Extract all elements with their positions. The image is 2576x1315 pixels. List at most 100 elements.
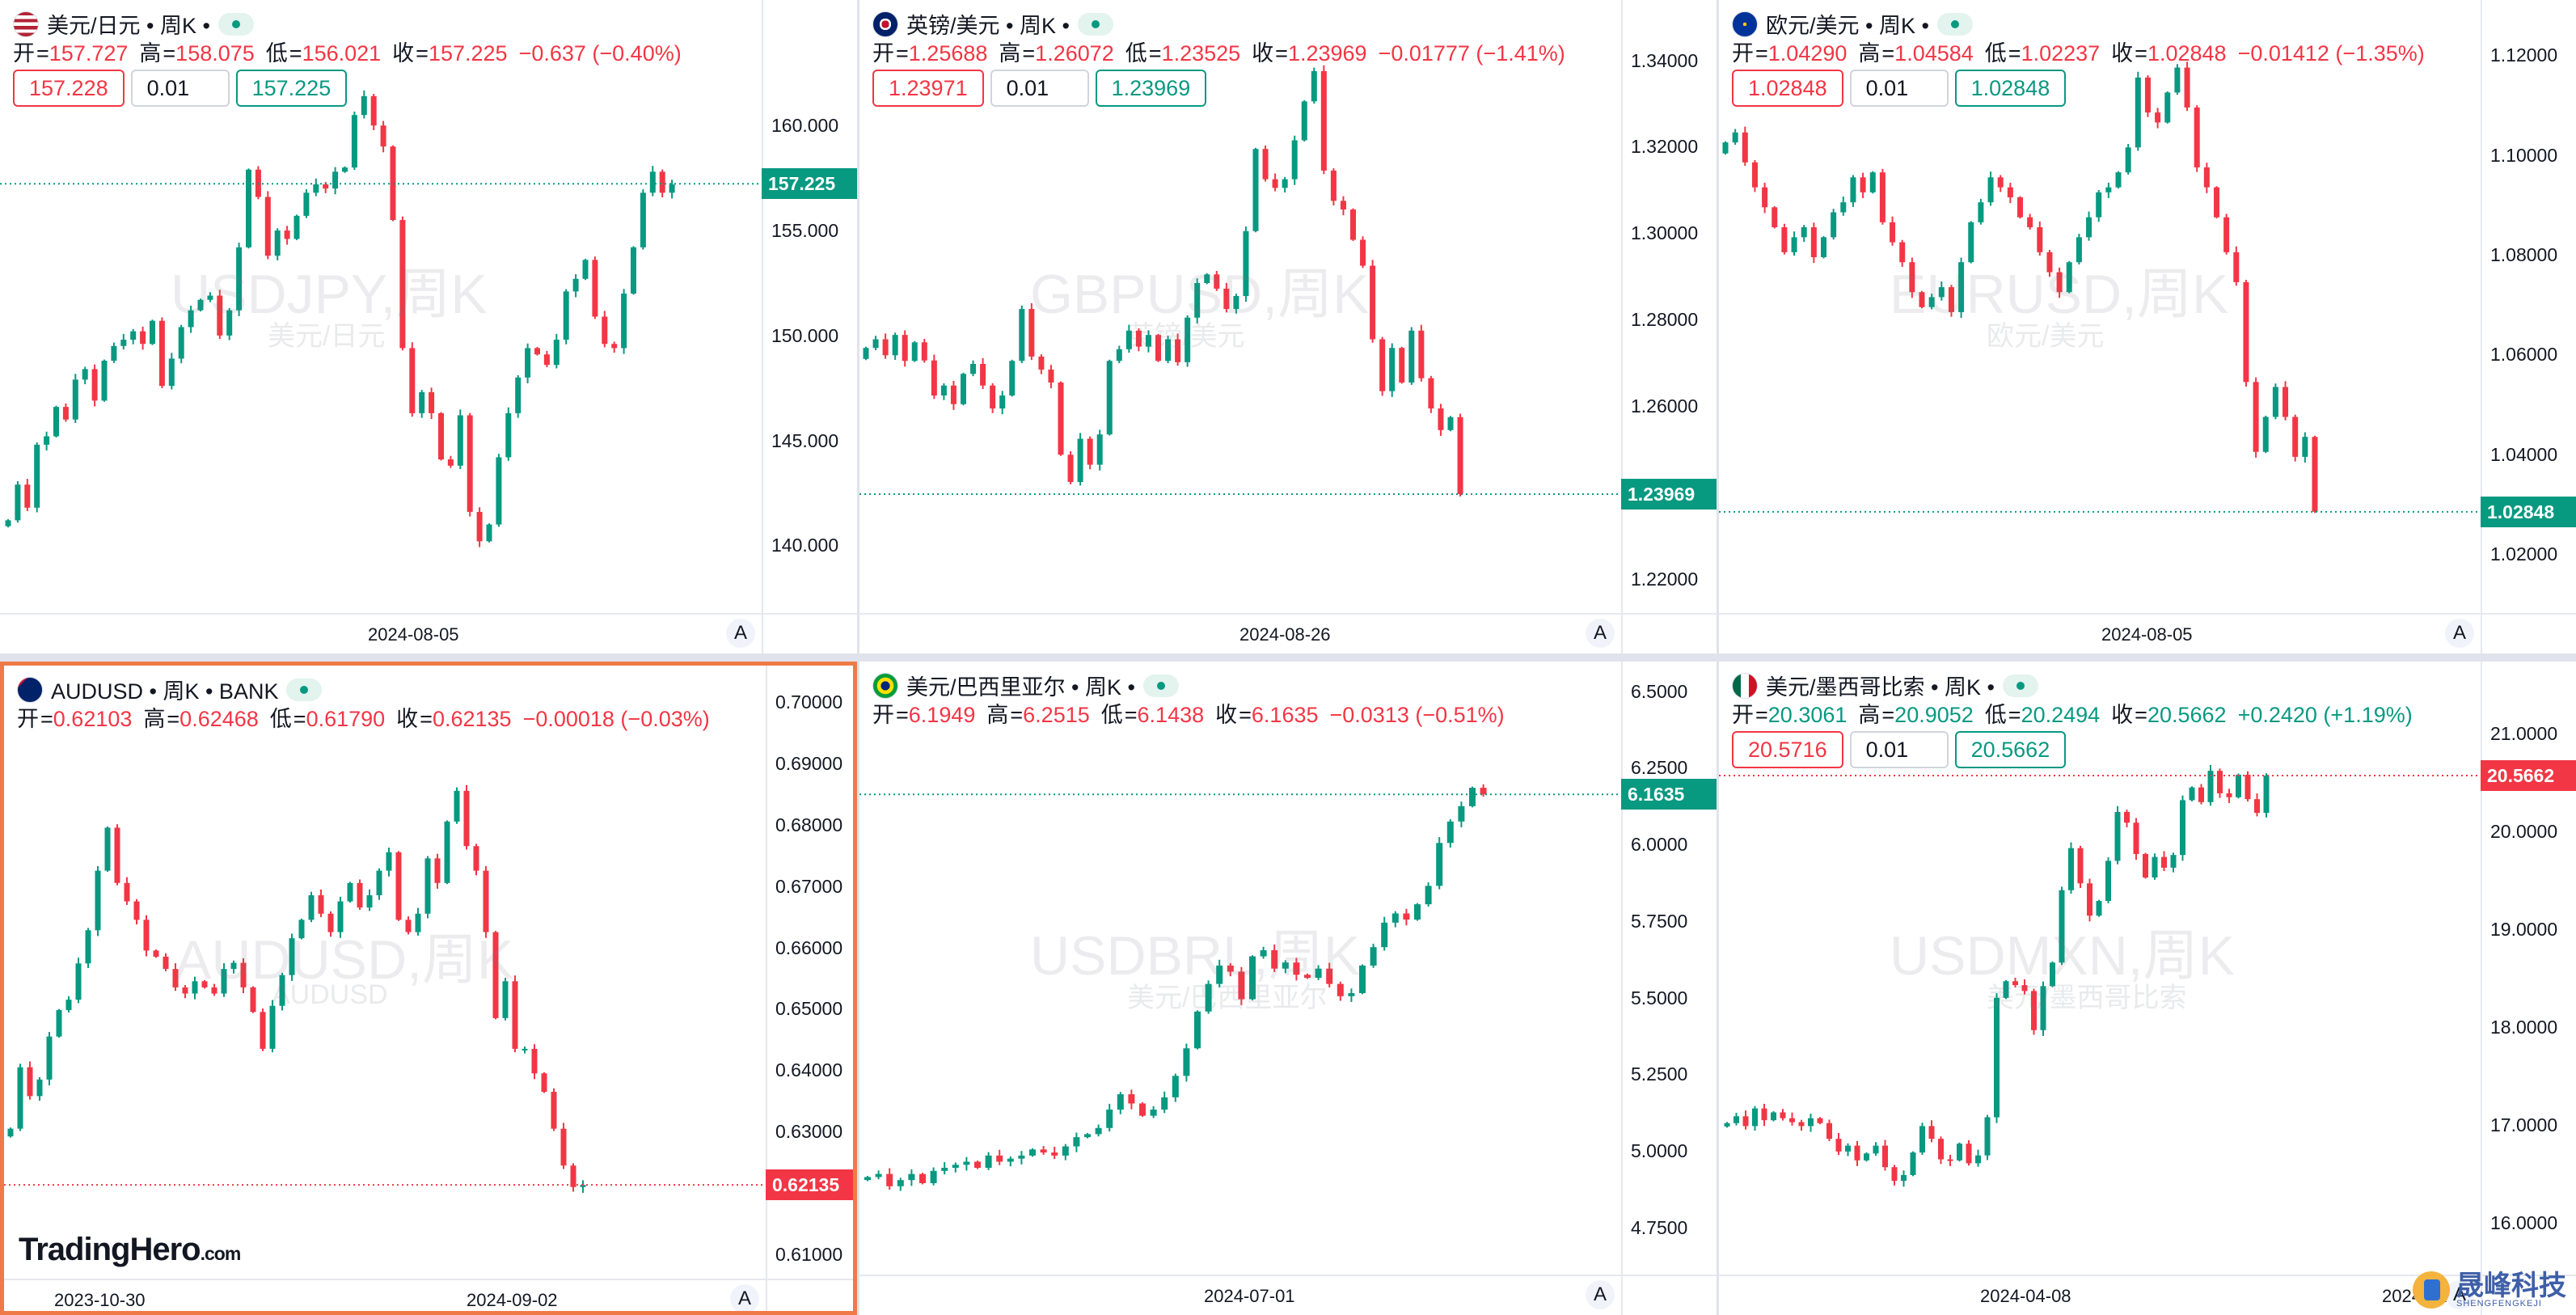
candle	[1928, 294, 1935, 310]
candle	[492, 931, 499, 1020]
ohlc-open-key: 开	[872, 41, 894, 66]
candle	[2170, 852, 2177, 873]
buy-button[interactable]: 1.23969	[1095, 70, 1207, 107]
candle	[882, 333, 889, 359]
candle	[1817, 1117, 1823, 1125]
candle	[2223, 214, 2230, 255]
price-axis-tick: 0.61000	[775, 1244, 843, 1265]
sell-button[interactable]: 1.23971	[872, 70, 984, 107]
sell-button[interactable]: 1.02848	[1732, 70, 1843, 107]
candlestick-plot[interactable]	[859, 662, 1621, 1275]
buy-button[interactable]: 1.02848	[1954, 70, 2067, 107]
buy-button[interactable]: 157.225	[235, 70, 348, 107]
symbol-title[interactable]: 美元/巴西里亚尔 • 周K •	[906, 675, 1135, 700]
company-logo-title: 晟峰科技	[2456, 1269, 2566, 1302]
time-axis-separator	[859, 1275, 1717, 1276]
eye-icon[interactable]	[1077, 12, 1113, 36]
symbol-legend[interactable]: 英镑/美元 • 周K •	[872, 8, 1113, 40]
auto-scale-button[interactable]: A	[730, 1284, 759, 1311]
symbol-title[interactable]: 欧元/美元 • 周K •	[1766, 14, 1929, 38]
ohlc-high-value: 20.9052	[1894, 703, 1974, 727]
quantity-input[interactable]: 0.01	[1849, 731, 1949, 768]
candlestick-plot[interactable]	[1719, 662, 2481, 1275]
candle	[1869, 171, 1876, 194]
candle	[1106, 1103, 1113, 1132]
candle	[182, 985, 188, 999]
chart-panel-gbpusd[interactable]: GBPUSD,周K 英镑/美元 1.34000 1.32000 1.30000 1.280…	[859, 0, 1717, 653]
sell-button[interactable]: 20.5716	[1732, 731, 1843, 768]
candle	[1457, 413, 1463, 497]
candle	[2155, 108, 2161, 129]
symbol-legend[interactable]: AUDUSD • 周K • BANK	[17, 674, 323, 705]
company-logo-mark	[2413, 1271, 2450, 1309]
auto-scale-button[interactable]: A	[1586, 1280, 1615, 1309]
symbol-title[interactable]: AUDUSD • 周K • BANK	[51, 679, 279, 704]
ohlc-close-value: 0.62135	[432, 707, 512, 731]
candle	[2133, 818, 2139, 860]
price-axis[interactable]: 6.5000 6.2500 6.0000 5.7500 5.5000 5.2500 5.00…	[1621, 662, 1717, 1275]
candle	[1370, 260, 1376, 343]
ohlc-close-value: 1.23969	[1287, 41, 1367, 66]
candle	[1018, 1151, 1025, 1165]
eye-icon[interactable]	[217, 12, 254, 36]
candle	[2161, 851, 2167, 872]
candlestick-plot[interactable]	[859, 0, 1621, 613]
candle	[1381, 916, 1388, 951]
symbol-legend[interactable]: 美元/巴西里亚尔 • 周K •	[872, 670, 1179, 701]
candle	[133, 899, 140, 925]
quantity-input[interactable]: 0.01	[130, 70, 230, 107]
ohlc-close-key: 收	[392, 41, 415, 66]
candle	[56, 1008, 62, 1038]
chart-panel-usdjpy[interactable]: USDJPY,周K 美元/日元 160.000 155.000 150.000 145.0…	[0, 0, 857, 653]
candle	[380, 121, 386, 153]
candlestick-plot[interactable]	[0, 0, 762, 613]
chart-panel-usdbrl[interactable]: USDBRL,周K 美元/巴西里亚尔 6.5000 6.2500 6.0000 5.750…	[859, 662, 1717, 1315]
chart-panel-usdmxn[interactable]: USDMXN,周K 美元/墨西哥比索 21.0000 20.0000 19.0000 18…	[1719, 662, 2576, 1315]
candle	[1734, 1113, 1739, 1126]
candlestick-plot[interactable]	[1719, 0, 2481, 613]
candle	[2214, 186, 2219, 219]
eye-icon[interactable]	[1936, 12, 1973, 36]
candle	[1966, 1140, 1972, 1166]
chart-panel-audusd[interactable]: AUDUSD,周K AUDUSD 0.70000 0.69000 0.68000 0.67…	[0, 662, 857, 1315]
candle	[429, 387, 435, 420]
candle	[289, 933, 295, 981]
eye-icon[interactable]	[1142, 674, 1179, 697]
auto-scale-button[interactable]: A	[1586, 619, 1615, 648]
auto-scale-button[interactable]: A	[2445, 619, 2474, 648]
candle	[1238, 966, 1245, 1005]
candle	[1106, 359, 1113, 436]
price-axis[interactable]: 1.12000 1.10000 1.08000 1.06000 1.04000 1.020…	[2481, 0, 2576, 613]
symbol-legend[interactable]: 欧元/美元 • 周K •	[1732, 8, 1973, 40]
price-axis[interactable]: 21.0000 20.0000 19.0000 18.0000 17.0000 16.00…	[2481, 662, 2576, 1275]
sell-button[interactable]: 157.228	[13, 70, 125, 107]
eye-icon[interactable]	[286, 678, 323, 701]
candle	[1480, 784, 1487, 797]
candle	[2135, 71, 2141, 151]
candle	[2184, 61, 2190, 112]
auto-scale-button[interactable]: A	[2445, 1280, 2474, 1309]
candle	[1117, 1092, 1124, 1114]
price-axis[interactable]: 160.000 155.000 150.000 145.000 140.000 157.2…	[762, 0, 857, 613]
symbol-legend[interactable]: 美元/日元 • 周K •	[13, 8, 254, 40]
quantity-input[interactable]: 0.01	[1849, 70, 1949, 107]
candle	[95, 865, 101, 937]
candle	[172, 962, 179, 992]
watermark-description: 美元/墨西哥比索	[1987, 983, 2187, 1013]
quantity-input[interactable]: 0.01	[990, 70, 1089, 107]
price-axis[interactable]: 1.340001.320001.300001.280001.260001.240…	[1621, 0, 1717, 613]
eu-flag	[1732, 11, 1758, 37]
candlestick-plot[interactable]	[4, 666, 766, 1279]
eye-icon[interactable]	[2002, 674, 2038, 697]
auto-scale-button[interactable]: A	[726, 619, 755, 648]
buy-button[interactable]: 20.5662	[1954, 731, 2067, 768]
symbol-title[interactable]: 英镑/美元 • 周K •	[906, 14, 1070, 38]
symbol-title[interactable]: 美元/墨西哥比索 • 周K •	[1766, 675, 1995, 700]
symbol-legend[interactable]: 美元/墨西哥比索 • 周K •	[1732, 670, 2038, 701]
price-axis[interactable]: 0.70000 0.69000 0.68000 0.67000 0.66000 0.650…	[766, 666, 853, 1279]
candle	[1271, 944, 1278, 972]
last-price-label: 20.5662	[2481, 760, 2576, 791]
chart-panel-eurusd[interactable]: EURUSD,周K 欧元/美元 1.12000 1.10000 1.08000 1.060…	[1719, 0, 2576, 653]
candle	[2087, 878, 2092, 922]
symbol-title[interactable]: 美元/日元 • 周K •	[47, 14, 210, 38]
